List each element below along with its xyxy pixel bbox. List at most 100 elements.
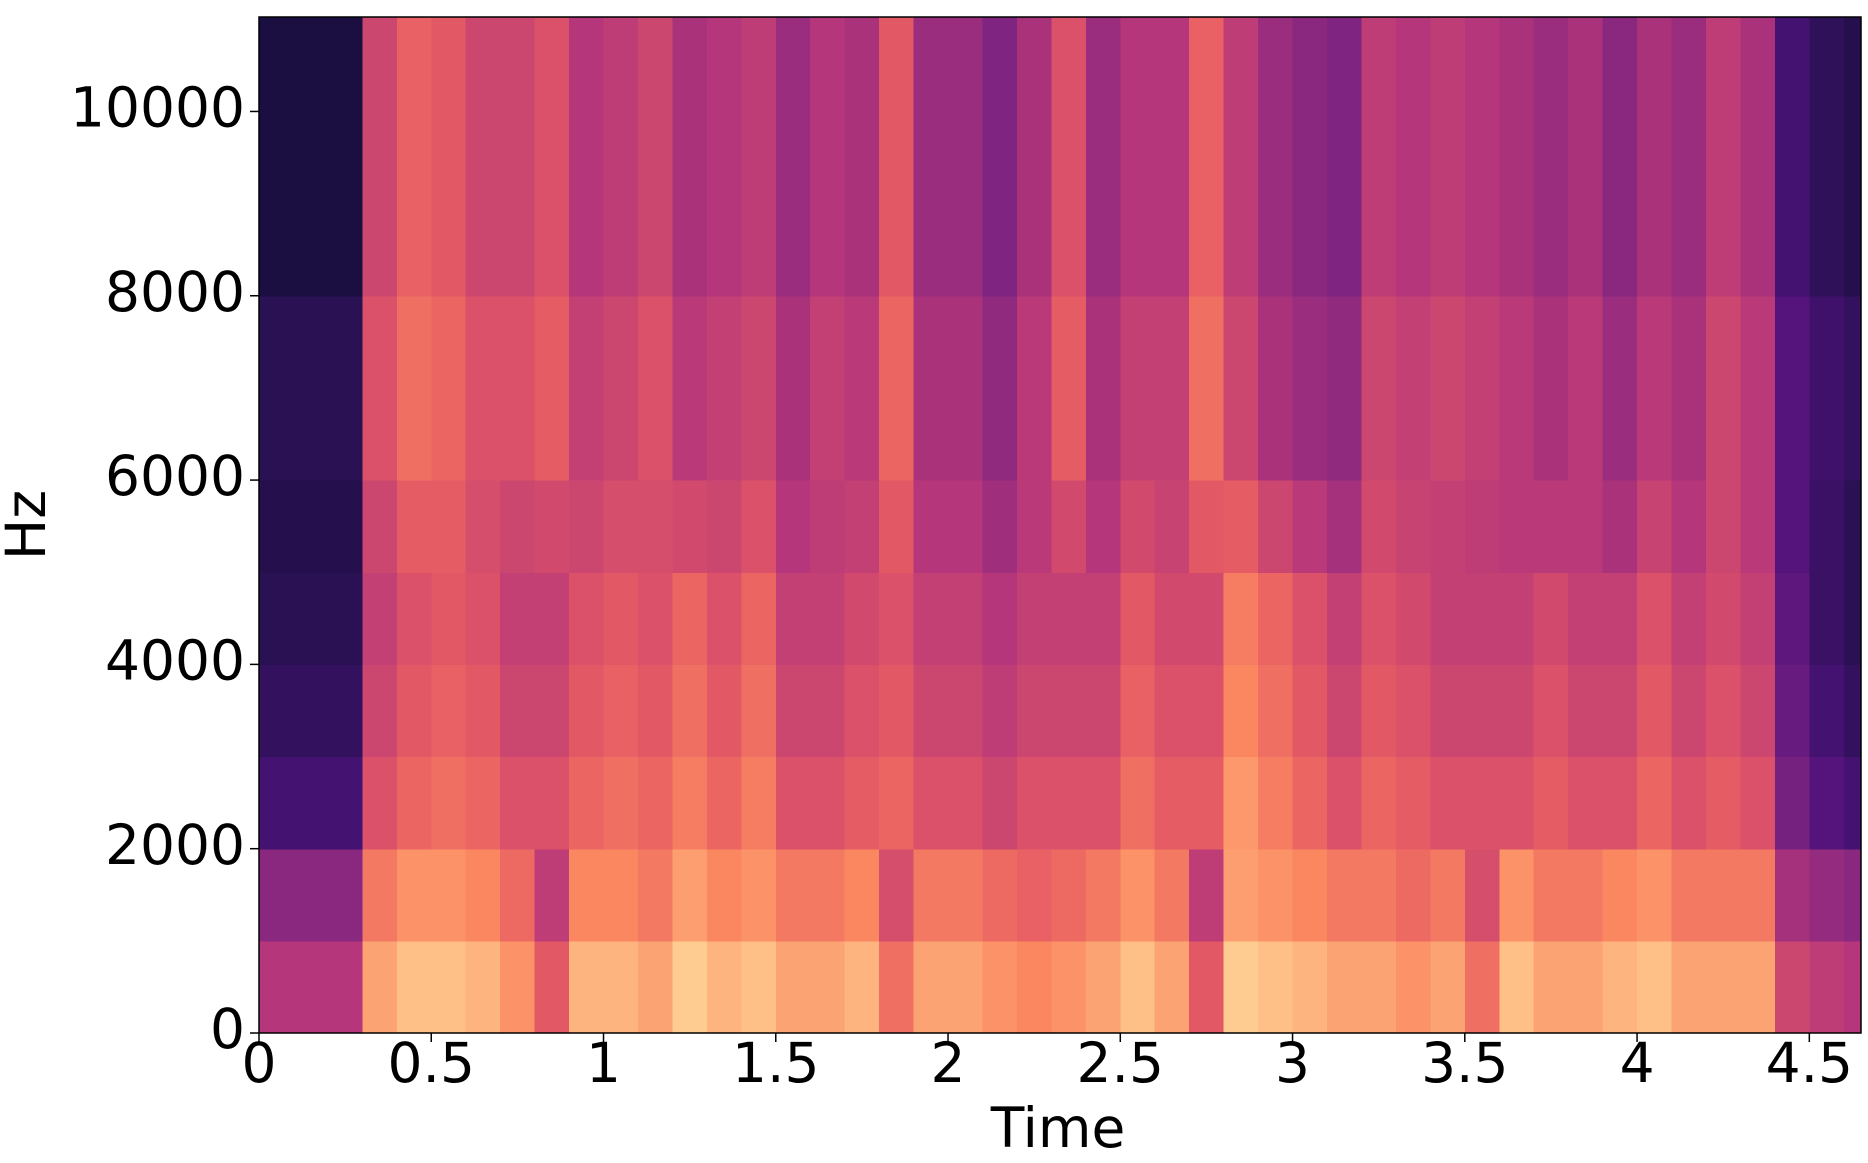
spectrogram-cell (637, 664, 674, 758)
spectrogram-cell (1120, 203, 1156, 297)
spectrogram-cell (672, 111, 708, 205)
spectrogram-cell (1223, 664, 1259, 758)
spectrogram-cell (672, 203, 708, 297)
spectrogram-cell (1705, 203, 1742, 297)
spectrogram-cell (913, 848, 949, 942)
spectrogram-cell (1774, 756, 1810, 850)
spectrogram-cell (1499, 17, 1535, 113)
spectrogram-cell (741, 480, 777, 573)
spectrogram-cell (534, 664, 570, 758)
spectrogram-cell (1809, 17, 1845, 113)
spectrogram-cell (396, 664, 432, 758)
spectrogram-cell (1499, 940, 1535, 1034)
spectrogram-cell (913, 203, 949, 297)
spectrogram-cell (1016, 756, 1052, 850)
spectrogram-cell (1016, 111, 1052, 205)
spectrogram-cell (1292, 940, 1328, 1034)
spectrogram-cell (1223, 295, 1259, 389)
spectrogram-cell (1120, 940, 1156, 1034)
spectrogram-cell (1602, 17, 1638, 113)
spectrogram-cell (879, 480, 915, 573)
spectrogram-cell (603, 480, 639, 573)
spectrogram-cell (1189, 664, 1225, 758)
spectrogram-cell (1292, 572, 1328, 665)
spectrogram-cell (1051, 572, 1087, 665)
spectrogram-cell (1568, 387, 1604, 481)
spectrogram-cell (362, 203, 398, 297)
spectrogram-cell (1395, 664, 1431, 758)
spectrogram-cell (1258, 756, 1294, 850)
spectrogram-cell (1637, 848, 1673, 942)
spectrogram-cell (465, 572, 501, 665)
spectrogram-cell (1740, 203, 1776, 297)
spectrogram-cell (1809, 387, 1845, 481)
spectrogram-cell (500, 848, 536, 942)
spectrogram-cell (465, 664, 501, 758)
spectrogram-cell (534, 756, 570, 850)
spectrogram-cell (1464, 480, 1500, 573)
spectrogram-cell (1223, 572, 1259, 665)
spectrogram-cell (1430, 387, 1466, 481)
spectrogram-cell (879, 17, 915, 113)
spectrogram-cell (913, 387, 949, 481)
spectrogram-cell (569, 203, 605, 297)
spectrogram-cell (1051, 480, 1087, 573)
spectrogram-cell (1671, 203, 1707, 297)
spectrogram-cell (706, 572, 742, 665)
spectrogram-cell (775, 572, 811, 665)
spectrogram-cell (706, 480, 742, 573)
spectrogram-cell (741, 203, 777, 297)
spectrogram-cell (293, 17, 329, 113)
spectrogram-cell (569, 480, 605, 573)
spectrogram-cell (741, 111, 777, 205)
spectrogram-cell (1085, 295, 1121, 389)
spectrogram-cell (431, 664, 467, 758)
spectrogram-cell (1430, 664, 1466, 758)
spectrogram-cell (1671, 940, 1707, 1034)
spectrogram-cell (1637, 111, 1673, 205)
spectrogram-cell (1843, 756, 1862, 850)
spectrogram-cell (1361, 664, 1397, 758)
spectrogram-cell (1568, 572, 1604, 665)
spectrogram-cell (534, 387, 570, 481)
spectrogram-cell (500, 111, 536, 205)
spectrogram-cell (672, 17, 708, 113)
spectrogram-cell (534, 295, 570, 389)
spectrogram-cell (1430, 848, 1466, 942)
spectrogram-cell (1154, 111, 1190, 205)
spectrogram-cell (1568, 480, 1604, 573)
spectrogram-cell (1568, 756, 1604, 850)
spectrogram-cell (500, 387, 536, 481)
spectrogram-cell (1809, 572, 1845, 665)
spectrogram-cell (1085, 17, 1121, 113)
spectrogram-cell (913, 111, 949, 205)
spectrogram-cell (1430, 940, 1466, 1034)
spectrogram-cell (1499, 848, 1535, 942)
spectrogram-cell (465, 480, 501, 573)
spectrogram-cell (810, 203, 846, 297)
spectrogram-cell (1671, 295, 1707, 389)
spectrogram-cell (396, 756, 432, 850)
spectrogram-cell (1602, 664, 1638, 758)
spectrogram-cell (431, 17, 467, 113)
spectrogram-cell (1843, 295, 1862, 389)
spectrogram-cell (1327, 17, 1363, 113)
spectrogram-cell (1189, 387, 1225, 481)
spectrogram-cell (1774, 387, 1810, 481)
spectrogram-cell (327, 203, 363, 297)
x-tick-label: 0 (242, 1031, 277, 1095)
spectrogram-cell (1602, 111, 1638, 205)
spectrogram-cell (1843, 17, 1862, 113)
spectrogram-cell (1843, 480, 1862, 573)
spectrogram-cell (396, 480, 432, 573)
spectrogram-cell (1774, 480, 1810, 573)
spectrogram-cell (1430, 111, 1466, 205)
spectrogram-cell (1464, 940, 1500, 1034)
spectrogram-cell (1258, 203, 1294, 297)
spectrogram-cell (1154, 17, 1190, 113)
spectrogram-cell (948, 295, 984, 389)
spectrogram-cell (293, 756, 329, 850)
spectrogram-cell (1154, 295, 1190, 389)
spectrogram-cell (293, 848, 329, 942)
spectrogram-cell (603, 111, 639, 205)
